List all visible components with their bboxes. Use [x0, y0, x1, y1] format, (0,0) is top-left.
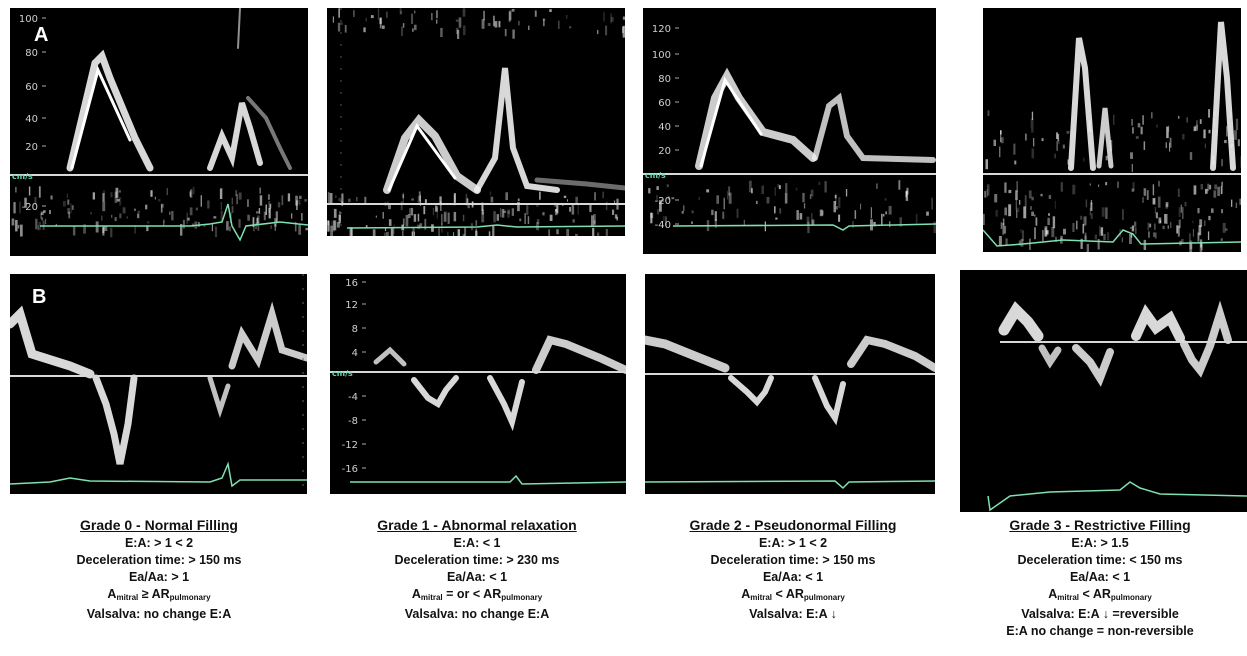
tick-label: -20 [655, 196, 671, 207]
ea-aa-ratio: Ea/Aa: < 1 [1069, 570, 1131, 584]
ecg-trace [40, 203, 308, 242]
panel-b-grade3 [960, 270, 1247, 512]
tick-label: 120 [652, 24, 671, 35]
unit-label: cm/s [645, 171, 666, 180]
caption-grade1: Grade 1 - Abnormal relaxation E:A: < 1 D… [327, 517, 627, 623]
row-label-a: A [34, 24, 49, 46]
signal-envelope [383, 67, 625, 194]
deceleration-time: Deceleration time: > 150 ms [76, 553, 242, 567]
a-mitral-relation: Amitral < ARpulmonary [1048, 587, 1152, 602]
speckle-noise [11, 186, 308, 238]
speckle-noise [327, 191, 619, 236]
reversibility-note: E:A no change = non-reversible [1006, 624, 1194, 638]
caption-grade0: Grade 0 - Normal Filling E:A: > 1 < 2 De… [9, 517, 309, 623]
tick-label: 40 [25, 114, 38, 125]
speckle-noise [983, 180, 1241, 252]
speckle-noise [985, 109, 1241, 172]
tissue-doppler-trace [987, 300, 1247, 512]
axis-ticks: 120 100 80 60 40 20 -20 -40 [652, 24, 679, 231]
tick-label: 20 [658, 146, 671, 157]
valsalva: Valsalva: no change E:A [86, 607, 232, 621]
axis-ticks: 100 80 60 40 20 -20 [19, 14, 46, 213]
signal-envelope [645, 335, 935, 426]
ecg-trace [987, 481, 1247, 512]
tick-label: 40 [658, 122, 671, 133]
row-label-b: B [32, 286, 47, 308]
ecg-trace [350, 474, 626, 485]
ea-aa-ratio: Ea/Aa: > 1 [128, 570, 190, 584]
grade-title: Grade 3 - Restrictive Filling [1009, 517, 1191, 533]
valsalva: Valsalva: no change E:A [404, 607, 550, 621]
ea-ratio: E:A: > 1 < 2 [124, 536, 194, 550]
panel-a-grade1 [327, 8, 625, 236]
tick-label: 80 [658, 74, 671, 85]
panel-a-grade0: 100 80 60 40 20 -20 cm/s A [10, 8, 308, 256]
signal-envelope [373, 335, 626, 432]
doppler-trace [327, 8, 625, 236]
ea-ratio: E:A: > 1.5 [1071, 536, 1129, 550]
valsalva: Valsalva: E:A ↓ [749, 607, 837, 621]
ea-ratio: E:A: > 1 < 2 [758, 536, 828, 550]
tick-label: 4 [352, 348, 358, 359]
speckle-noise [332, 8, 625, 39]
axis-ticks: 16 12 8 4 -4 -8 -12 -16 [342, 278, 366, 475]
ea-aa-ratio: Ea/Aa: < 1 [762, 570, 824, 584]
unit-label: cm/s [12, 172, 33, 181]
ecg-trace [645, 480, 935, 490]
panel-b-grade2 [645, 274, 935, 494]
deceleration-time: Deceleration time: > 230 ms [394, 553, 560, 567]
deceleration-time: Deceleration time: < 150 ms [1017, 553, 1183, 567]
a-mitral-relation: Amitral ≥ ARpulmonary [107, 587, 211, 602]
tick-label: 12 [345, 300, 358, 311]
tick-label: -4 [348, 392, 358, 403]
panel-a-grade2: 120 100 80 60 40 20 -20 -40 cm/s [643, 8, 936, 254]
panel-a-grade3 [983, 8, 1241, 252]
tissue-doppler-trace [645, 335, 935, 490]
valsalva: Valsalva: E:A ↓ =reversible [1021, 607, 1179, 621]
tick-label: 20 [25, 142, 38, 153]
ecg-trace [983, 229, 1241, 247]
tick-label: 60 [25, 82, 38, 93]
tick-label: -16 [342, 464, 358, 475]
doppler-trace: 100 80 60 40 20 -20 cm/s [10, 8, 308, 242]
tissue-doppler-trace: 16 12 8 4 -4 -8 -12 -16 cm/s [330, 278, 626, 485]
grade-title: Grade 2 - Pseudonormal Filling [689, 517, 897, 533]
tick-label: 80 [25, 48, 38, 59]
caption-grade2: Grade 2 - Pseudonormal Filling E:A: > 1 … [643, 517, 943, 623]
tick-label: -12 [342, 440, 358, 451]
unit-label: cm/s [332, 369, 353, 378]
signal-envelope [66, 8, 292, 172]
ecg-trace [672, 223, 936, 231]
tick-label: -40 [655, 220, 671, 231]
doppler-trace: 120 100 80 60 40 20 -20 -40 cm/s [643, 24, 936, 234]
signal-envelope [10, 301, 307, 465]
tick-label: 100 [652, 50, 671, 61]
signal-envelope [1068, 21, 1236, 171]
deceleration-time: Deceleration time: > 150 ms [710, 553, 876, 567]
signal-envelope [998, 300, 1232, 387]
panel-b-grade0: B [10, 274, 307, 494]
caption-grade3: Grade 3 - Restrictive Filling E:A: > 1.5… [950, 517, 1247, 640]
ecg-trace [346, 224, 625, 229]
tick-label: -20 [22, 202, 38, 213]
tissue-doppler-trace [10, 274, 307, 494]
ecg-trace [10, 461, 307, 488]
doppler-trace [983, 21, 1241, 252]
tick-label: 60 [658, 98, 671, 109]
tick-label: 8 [352, 324, 358, 335]
tick-label: -8 [348, 416, 358, 427]
signal-envelope [695, 67, 936, 170]
tick-label: 100 [19, 14, 38, 25]
grade-title: Grade 1 - Abnormal relaxation [377, 517, 577, 533]
ea-ratio: E:A: < 1 [453, 536, 501, 550]
grade-title: Grade 0 - Normal Filling [80, 517, 238, 533]
a-mitral-relation: Amitral = or < ARpulmonary [411, 587, 543, 602]
panel-b-grade1: 16 12 8 4 -4 -8 -12 -16 cm/s [330, 274, 626, 494]
tick-label: 16 [345, 278, 358, 289]
a-mitral-relation: Amitral < ARpulmonary [741, 587, 845, 602]
ea-aa-ratio: Ea/Aa: < 1 [446, 570, 508, 584]
